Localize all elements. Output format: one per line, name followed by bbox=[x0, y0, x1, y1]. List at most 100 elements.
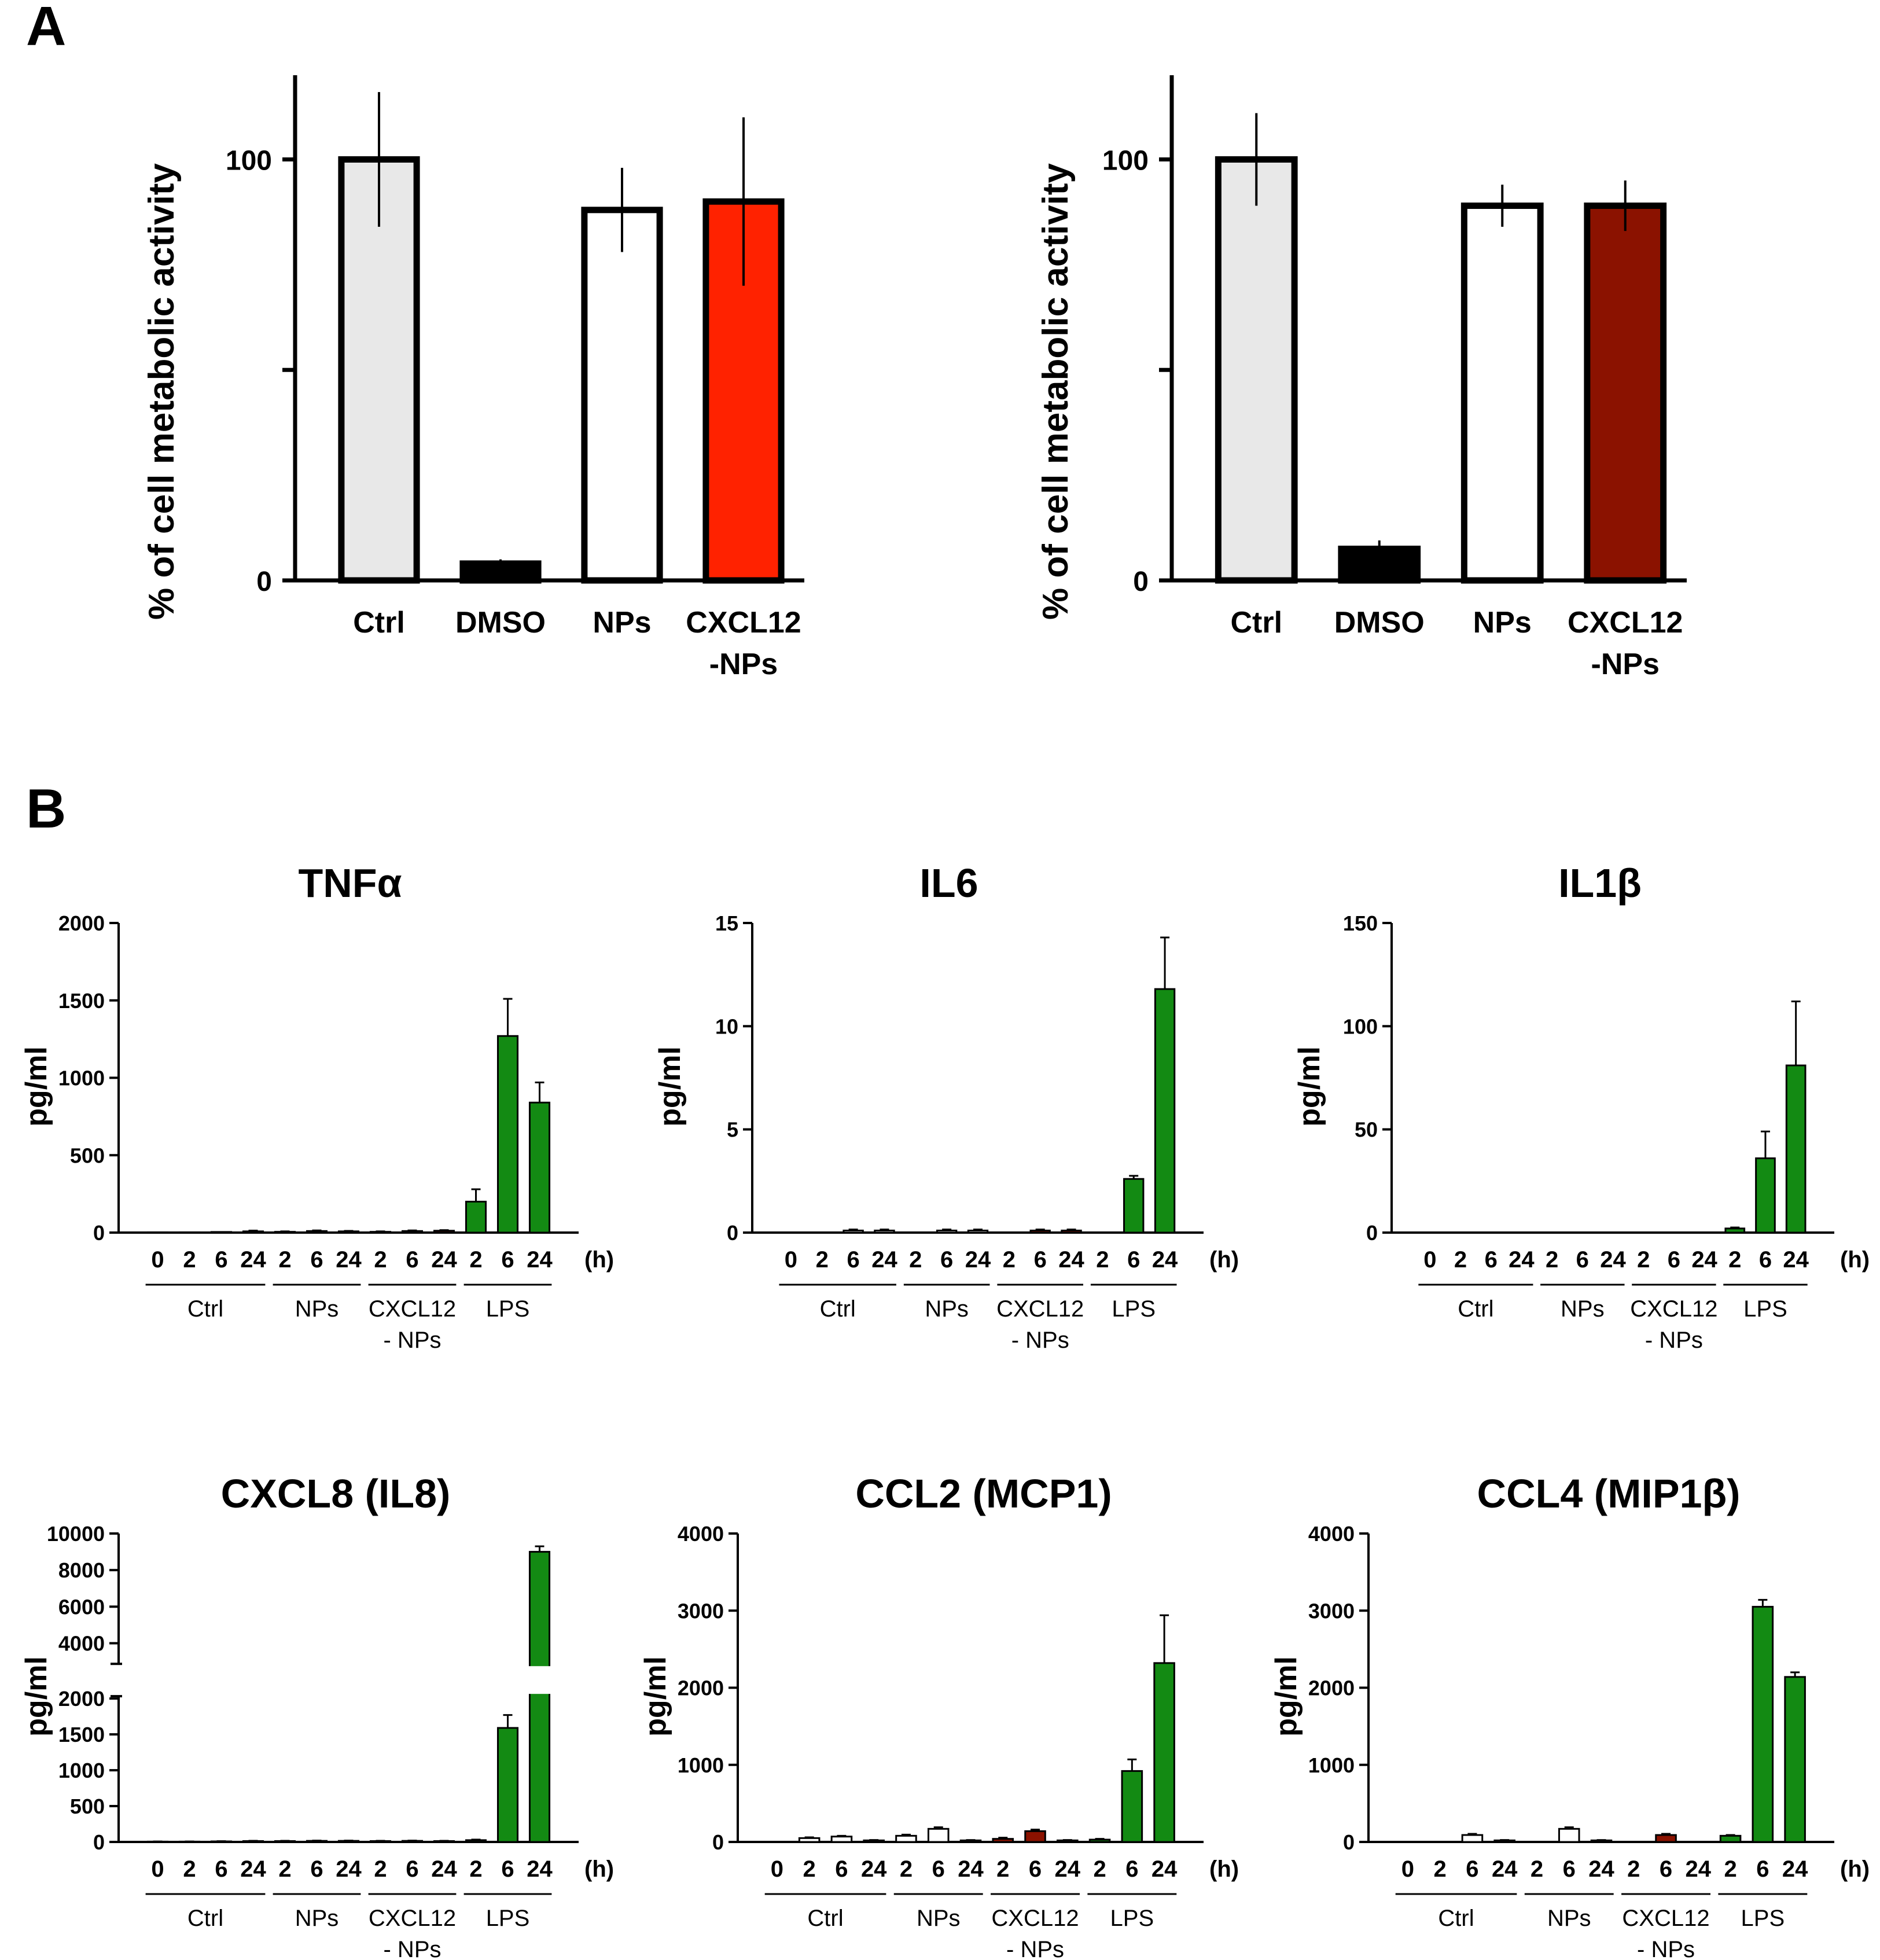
y-tick-label: 6000 bbox=[58, 1595, 105, 1619]
group-label: NPs bbox=[917, 1906, 961, 1931]
time-label: 24 bbox=[1691, 1247, 1717, 1273]
group-label: CXCL12- NPs bbox=[1630, 1296, 1717, 1353]
time-label: 2 bbox=[996, 1856, 1009, 1882]
bar bbox=[459, 560, 542, 584]
y-tick-label: 0 bbox=[93, 1221, 105, 1245]
time-label: 6 bbox=[1759, 1247, 1772, 1273]
y-tick-label: 5 bbox=[727, 1118, 738, 1142]
group-label: NPs bbox=[925, 1296, 969, 1322]
time-label: 24 bbox=[1782, 1856, 1808, 1882]
time-unit-label: (h) bbox=[584, 1247, 614, 1273]
time-label: 6 bbox=[310, 1247, 323, 1273]
time-label: 6 bbox=[932, 1856, 945, 1882]
bar bbox=[1121, 1770, 1143, 1843]
y-tick-label: 500 bbox=[70, 1143, 105, 1167]
time-label: 24 bbox=[431, 1247, 457, 1273]
bar bbox=[496, 1035, 519, 1234]
y-tick-label: 10 bbox=[715, 1014, 738, 1038]
y-tick-label: 2000 bbox=[678, 1676, 724, 1700]
chart-title: IL1β bbox=[1558, 861, 1642, 906]
y-tick-label: 500 bbox=[70, 1794, 105, 1818]
bar bbox=[146, 1231, 169, 1234]
bar bbox=[1088, 1838, 1111, 1843]
y-tick-label: 1000 bbox=[58, 1067, 105, 1090]
group-label: LPS bbox=[486, 1296, 530, 1322]
bar bbox=[528, 1551, 551, 1843]
bar bbox=[1558, 1827, 1580, 1843]
group-label: LPS bbox=[486, 1906, 530, 1931]
time-label: 6 bbox=[1127, 1247, 1140, 1273]
cytokine-chart-4: CXCL8 (IL8) 0 500 1000 1500 2000 4000 6000 8000 1… bbox=[20, 1471, 614, 1960]
group-label: Ctrl bbox=[820, 1296, 856, 1322]
group-label: Ctrl bbox=[1438, 1906, 1474, 1931]
time-label: 2 bbox=[1093, 1856, 1106, 1882]
time-label: 2 bbox=[1003, 1247, 1016, 1273]
y-tick-label: 4000 bbox=[1308, 1522, 1355, 1546]
time-unit-label: (h) bbox=[1840, 1247, 1870, 1273]
group-label: NPs bbox=[1547, 1906, 1591, 1931]
panel-label-b: B bbox=[26, 778, 66, 840]
category-label: DMSO bbox=[455, 606, 546, 639]
time-label: 0 bbox=[151, 1247, 164, 1273]
time-label: 24 bbox=[336, 1856, 362, 1882]
time-label: 6 bbox=[1125, 1856, 1138, 1882]
category-label: NPs bbox=[593, 606, 651, 639]
group-label: Ctrl bbox=[187, 1296, 223, 1322]
bar bbox=[178, 1231, 201, 1234]
time-unit-label: (h) bbox=[1209, 1247, 1239, 1273]
bar bbox=[992, 1838, 1014, 1843]
axis-break-gap bbox=[121, 1666, 581, 1694]
time-label: 24 bbox=[958, 1856, 984, 1882]
group-label: CXCL12- NPs bbox=[996, 1296, 1084, 1353]
group-label: LPS bbox=[1110, 1906, 1154, 1931]
y-tick-label: 1000 bbox=[678, 1753, 724, 1777]
y-axis-label: pg/ml bbox=[639, 1656, 672, 1737]
time-label: 6 bbox=[501, 1247, 514, 1273]
time-label: 2 bbox=[278, 1247, 291, 1273]
time-label: 2 bbox=[1531, 1856, 1543, 1882]
time-label: 6 bbox=[215, 1247, 227, 1273]
y-tick-label: 0 bbox=[1366, 1221, 1378, 1245]
time-label: 24 bbox=[1152, 1247, 1178, 1273]
chart-title: CCL2 (MCP1) bbox=[855, 1471, 1112, 1516]
chart-title: IL6 bbox=[919, 861, 978, 906]
bar bbox=[936, 1229, 958, 1234]
time-label: 2 bbox=[900, 1856, 913, 1882]
time-label: 2 bbox=[1454, 1247, 1467, 1273]
group-label: CXCL12- NPs bbox=[1622, 1906, 1709, 1960]
time-label: 24 bbox=[336, 1247, 362, 1273]
category-label: Ctrl bbox=[353, 606, 405, 639]
time-label: 6 bbox=[1756, 1856, 1769, 1882]
bar bbox=[895, 1834, 917, 1843]
group-label: NPs bbox=[1561, 1296, 1605, 1322]
bar bbox=[874, 1229, 895, 1234]
y-tick-label: 15 bbox=[715, 911, 738, 935]
bar bbox=[1724, 1227, 1746, 1234]
time-label: 6 bbox=[1034, 1247, 1047, 1273]
y-tick-label: 0 bbox=[256, 567, 272, 597]
bar bbox=[1460, 203, 1544, 584]
group-label: LPS bbox=[1743, 1296, 1787, 1322]
bar bbox=[1123, 1178, 1145, 1234]
time-label: 24 bbox=[861, 1856, 887, 1882]
y-tick-label: 0 bbox=[1343, 1830, 1355, 1854]
y-tick-label: 0 bbox=[93, 1830, 105, 1854]
category-label: NPs bbox=[1473, 606, 1532, 639]
group-label: Ctrl bbox=[807, 1906, 843, 1931]
time-label: 24 bbox=[965, 1247, 991, 1273]
y-axis-label: pg/ml bbox=[20, 1046, 53, 1127]
time-label: 2 bbox=[278, 1856, 291, 1882]
bar bbox=[1784, 1676, 1806, 1843]
time-label: 6 bbox=[1668, 1247, 1680, 1273]
bar bbox=[927, 1827, 950, 1843]
bar bbox=[1029, 1229, 1051, 1234]
bar bbox=[1655, 1834, 1677, 1843]
time-label: 24 bbox=[240, 1247, 266, 1273]
time-label: 24 bbox=[1783, 1247, 1809, 1273]
y-tick-label: 4000 bbox=[58, 1632, 105, 1656]
time-label: 6 bbox=[1466, 1856, 1478, 1882]
time-label: 2 bbox=[1096, 1247, 1109, 1273]
